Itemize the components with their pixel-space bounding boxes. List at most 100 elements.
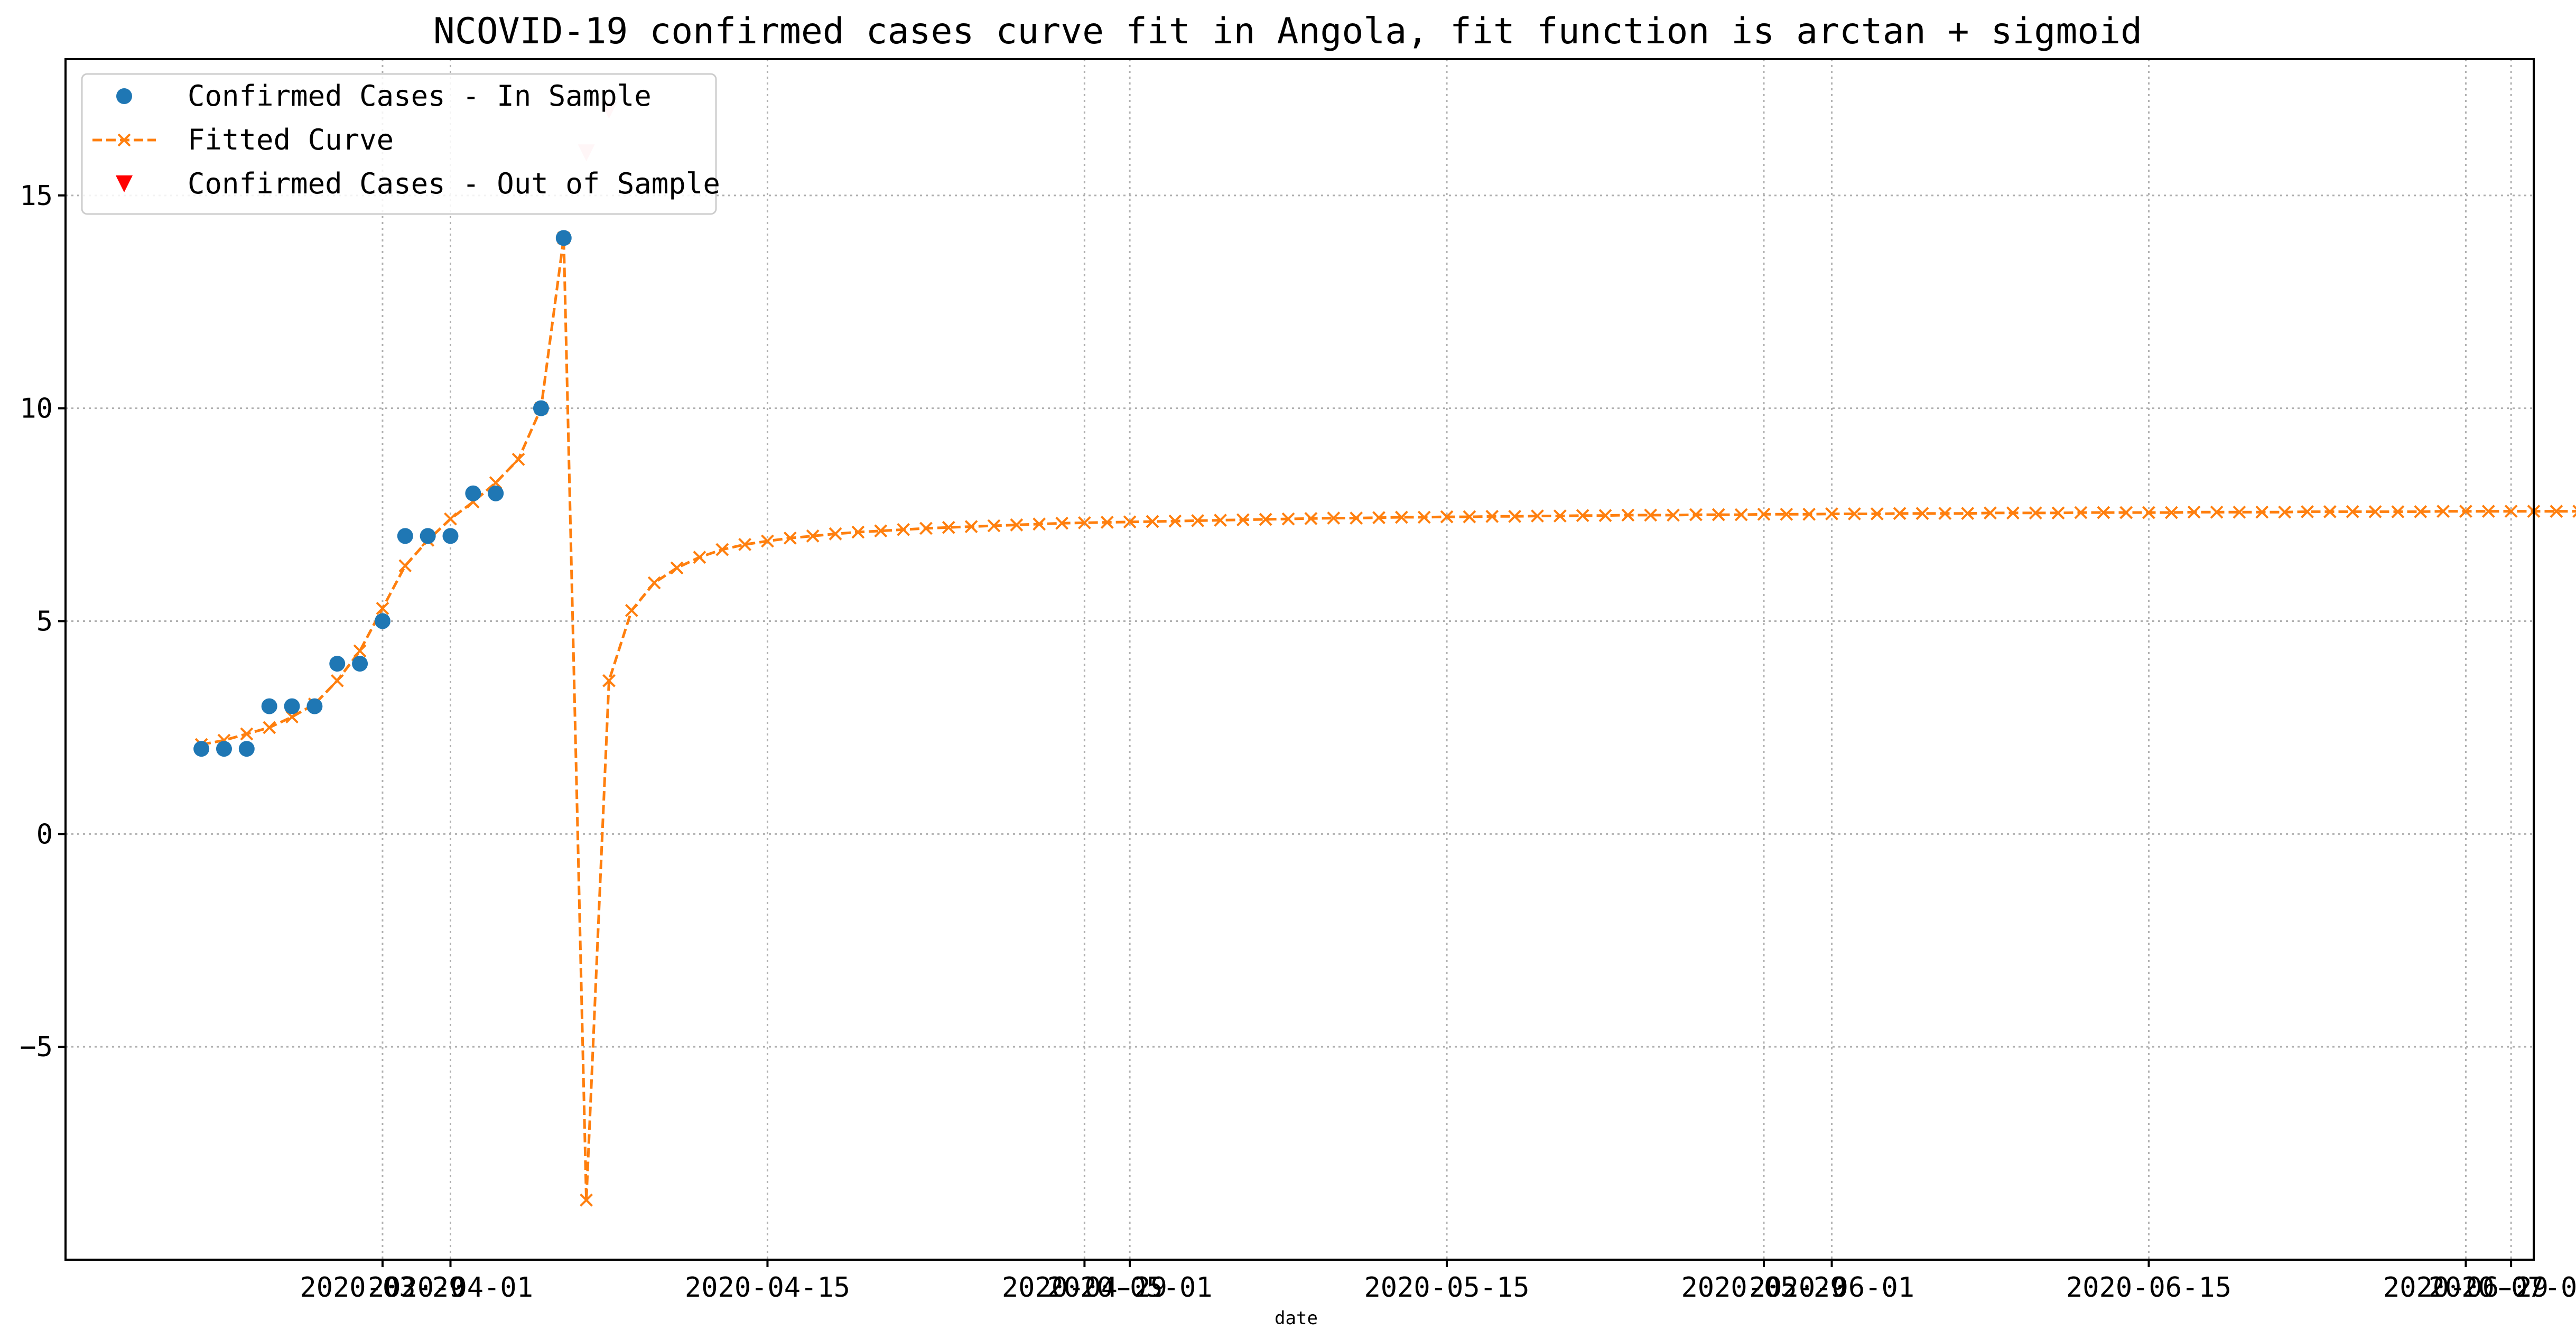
fitted-curve-marker [602,674,616,687]
in-sample-point [465,485,481,501]
fitted-curve-marker [761,534,774,548]
fitted-curve-marker [1938,507,1952,520]
fitted-curve-marker [1621,508,1635,522]
in-sample-point [420,528,436,544]
fitted-curve-marker [1304,511,1318,525]
fitted-curve-marker [1010,518,1024,532]
x-tick-label: 2020-05-15 [1364,1272,1530,1304]
fitted-curve-marker [1870,507,1884,520]
fitted-curve-marker [2301,505,2314,518]
fitted-curve-marker [670,561,684,575]
fitted-curve-marker [2550,505,2563,518]
fitted-curve-marker [2504,505,2518,518]
fitted-curve-marker [625,603,638,617]
fitted-curve-marker [1576,509,1589,523]
fitted-curve-marker [2414,505,2428,518]
in-sample-point [352,656,368,672]
fitted-curve-marker [1327,511,1341,525]
fitted-curve-marker [1100,516,1114,529]
fitted-curve-marker [1712,508,1725,522]
fitted-curve-marker [1236,513,1250,527]
in-sample-point [533,400,549,416]
fitted-curve-marker [964,520,978,534]
in-sample-point [329,656,346,672]
fitted-curve-marker [444,512,457,526]
legend-box [81,73,717,215]
in-sample-point [397,528,413,544]
fitted-curve-marker [647,576,661,590]
chart-title: NCOVID-19 confirmed cases curve fit in A… [433,11,2142,52]
in-sample-point [555,230,572,246]
in-sample-point [442,528,459,544]
fitted-curve-marker [1168,514,1182,528]
fitted-curve-marker [2006,506,2020,520]
fitted-curve-marker [1259,513,1272,526]
x-tick-label: 2020-06-01 [1749,1272,1914,1304]
fitted-curve-marker [2097,506,2110,519]
fitted-curve-marker [1893,507,1907,520]
fitted-curve-marker [919,522,933,535]
fitted-curve-marker [2210,505,2224,519]
fitted-curve-marker [942,520,955,534]
in-sample-point [216,741,232,757]
legend-out-of-sample-marker [116,175,133,192]
legend-fitted-marker [117,133,131,147]
fitted-curve-marker [1553,509,1567,523]
x-tick-label: 2020-06-15 [2066,1272,2231,1304]
fitted-curve-marker [1440,510,1454,524]
x-tick-label: 2020-06-29 [2383,1272,2549,1304]
x-tick-label: 2020-07-01 [2429,1272,2576,1304]
fitted-curve-marker [240,727,254,741]
x-tick-label: 2020-03-29 [300,1272,465,1304]
fitted-curve-marker [398,559,412,573]
legend-label: Fitted Curve [188,123,394,156]
legend-label: Confirmed Cases - Out of Sample [188,167,720,200]
fitted-curve-marker [2278,505,2292,519]
in-sample-point [488,485,504,501]
x-tick-label: 2020-05-01 [1047,1272,1213,1304]
fitted-curve-marker [2436,505,2450,518]
fitted-curve-marker [1463,510,1476,524]
y-tick-label: −5 [20,1031,53,1063]
fitted-curve-marker [2391,505,2405,518]
fitted-curve-marker [1598,509,1612,523]
fitted-curve-marker [2459,505,2472,518]
fitted-curve-marker [897,523,910,536]
in-sample-point [374,613,390,629]
fitted-curve-marker [2119,506,2133,519]
fitted-curve-marker [2142,506,2155,519]
y-tick-label: 5 [36,606,53,637]
fitted-curve-marker [2368,505,2382,518]
fitted-curve-marker [1847,507,1861,520]
fitted-curve-marker [1214,514,1227,527]
fitted-curve-marker [353,644,367,658]
fitted-curve-marker [2187,505,2201,519]
fitted-curve-marker [1757,507,1771,521]
x-axis-label: date [1275,1308,1318,1329]
fitted-curve-marker [1146,515,1159,528]
fitted-curve-marker [1077,516,1091,529]
fitted-curve-marker [2255,505,2269,519]
fitted-curve-marker [512,452,525,466]
x-tick-label: 2020-05-29 [1681,1272,1846,1304]
fitted-curve-marker [2323,505,2337,518]
x-tick-label: 2020-04-15 [685,1272,850,1304]
fitted-curve-marker [1055,516,1068,530]
x-tick-label: 2020-04-01 [368,1272,533,1304]
fitted-curve-marker [806,529,820,543]
fitted-curve-marker [2346,505,2359,518]
fitted-curve-marker [1417,510,1431,524]
fitted-curve-marker [1123,515,1137,529]
fitted-curve-marker [1734,508,1748,522]
fitted-curve-marker [2051,506,2065,520]
fitted-curve-marker [715,543,729,556]
fitted-curve-marker [2074,506,2088,519]
fitted-curve-marker [1508,509,1522,523]
fitted-curve-marker [851,525,865,539]
fitted-curve-marker [874,524,888,538]
fitted-curve-marker [987,519,1001,533]
in-sample-point [193,741,210,757]
